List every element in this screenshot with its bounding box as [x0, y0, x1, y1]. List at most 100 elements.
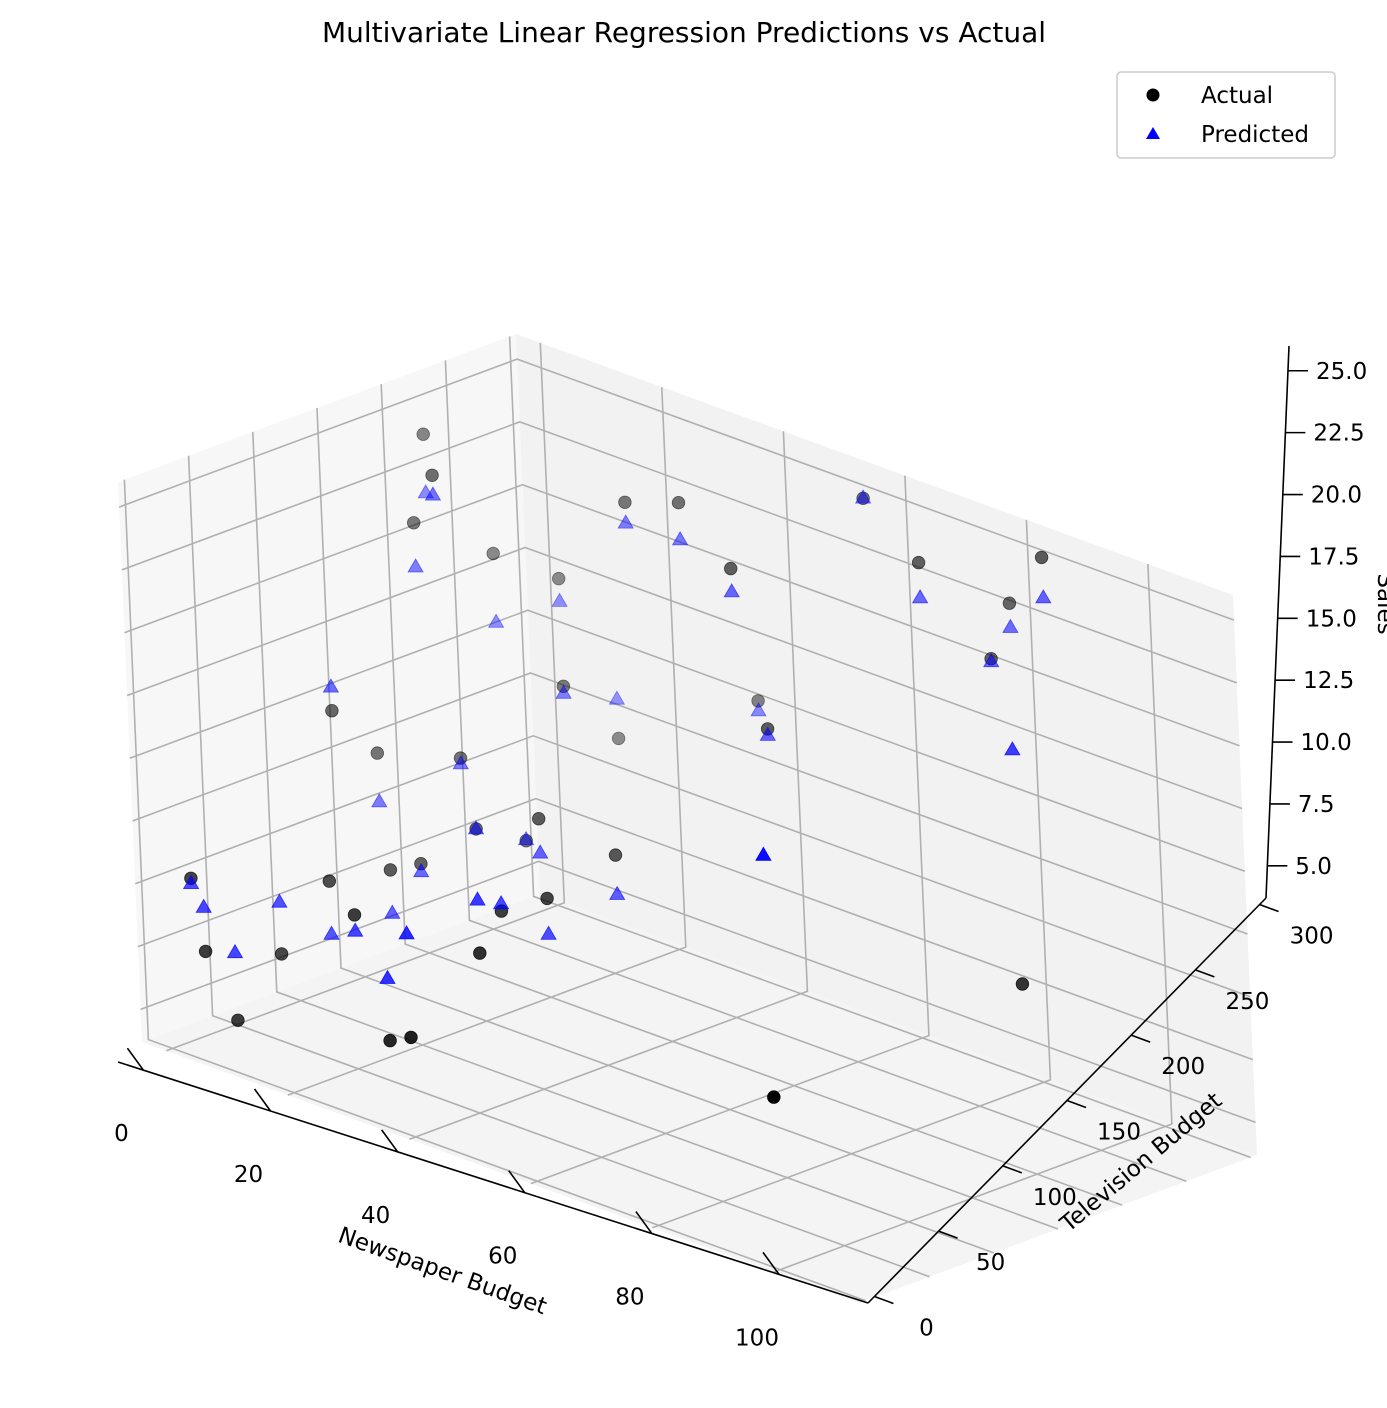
- x-axis-label: Newspaper Budget: [335, 1223, 550, 1321]
- point-predicted: [226, 943, 244, 959]
- point-actual: [1034, 550, 1049, 565]
- grid-line-x: [166, 342, 566, 1052]
- point-actual: [532, 812, 546, 826]
- point-predicted: [1002, 618, 1019, 633]
- point-predicted: [617, 514, 634, 529]
- y-tick-label: 200: [1161, 1054, 1205, 1080]
- y-tick-mark: [1130, 1034, 1151, 1043]
- point-predicted: [323, 925, 340, 940]
- point-actual: [383, 863, 398, 877]
- grid-line-y: [187, 455, 930, 1278]
- point-actual: [552, 571, 566, 586]
- legend-box: [1116, 71, 1336, 159]
- tick-labels: 0 20 40 60 80 100 0 50 100 150 200 250 300 5.0 7.5 10.0…: [114, 359, 1367, 1352]
- point-predicted: [195, 898, 212, 913]
- point-actual: [724, 561, 738, 576]
- point-actual: [1015, 977, 1030, 991]
- point-predicted: [182, 874, 200, 889]
- point-predicted: [469, 891, 486, 906]
- x-tick-label: 0: [114, 1121, 129, 1147]
- grid-line-y: [252, 431, 995, 1254]
- z-axis-label: Sales: [1372, 573, 1387, 634]
- y-tick-label: 50: [976, 1250, 1005, 1276]
- grid-line-x: [652, 519, 1052, 1229]
- y-tick-label: 0: [919, 1316, 934, 1342]
- grid-line-z: [121, 421, 1238, 684]
- y-tick-label: 300: [1290, 924, 1334, 950]
- point-predicted: [854, 489, 872, 504]
- point-predicted: [379, 969, 396, 984]
- point-actual: [751, 694, 765, 708]
- point-predicted: [755, 846, 772, 861]
- point-actual: [347, 908, 362, 922]
- point-predicted: [322, 678, 340, 693]
- legend-label-actual: Actual: [1201, 83, 1273, 109]
- point-actual: [198, 944, 213, 959]
- point-predicted: [750, 702, 767, 717]
- point-actual: [325, 704, 339, 718]
- point-actual: [671, 496, 686, 510]
- point-predicted: [487, 613, 505, 628]
- pane-back-y: [516, 334, 1257, 1155]
- axis-panes: [118, 334, 1257, 1303]
- grid-line-z: [132, 672, 1248, 935]
- point-actual: [370, 746, 385, 760]
- z-tick-label: 22.5: [1313, 421, 1364, 447]
- grid-line-z: [126, 546, 1243, 810]
- point-predicted: [911, 588, 929, 604]
- point-predicted: [467, 820, 485, 835]
- data-points: [182, 427, 1052, 1104]
- z-axis-line: [1265, 345, 1290, 899]
- point-predicted: [983, 652, 1000, 668]
- point-predicted: [413, 862, 430, 878]
- x-tick-label: 40: [361, 1203, 390, 1229]
- y-tick-mark: [938, 1230, 958, 1239]
- point-actual: [540, 891, 554, 906]
- grid-line-z: [140, 860, 1256, 1124]
- point-actual: [322, 874, 337, 888]
- point-predicted: [517, 830, 535, 846]
- y-tick-mark: [874, 1295, 894, 1305]
- grid-line-x: [530, 475, 930, 1185]
- point-predicted: [759, 726, 776, 741]
- point-actual: [1002, 596, 1017, 610]
- point-predicted: [371, 792, 388, 808]
- x-tick-mark: [126, 1047, 145, 1071]
- point-actual: [274, 947, 289, 961]
- grid-line-y: [444, 360, 1187, 1183]
- point-predicted: [1004, 741, 1021, 756]
- x-tick-mark: [508, 1170, 526, 1194]
- z-tick-label: 12.5: [1303, 668, 1354, 694]
- grid-line-z: [137, 797, 1254, 1061]
- z-tick-label: 17.5: [1308, 544, 1359, 570]
- z-tick-label: 15.0: [1306, 606, 1357, 632]
- y-tick-label: 250: [1225, 989, 1269, 1015]
- point-predicted: [723, 583, 740, 598]
- grid-line-z: [124, 483, 1240, 747]
- point-predicted: [608, 690, 626, 705]
- y-tick-mark: [1002, 1165, 1023, 1174]
- grid-line-y: [508, 336, 1251, 1159]
- x-tick-mark: [762, 1251, 780, 1275]
- point-actual: [608, 848, 623, 862]
- point-predicted: [271, 893, 288, 908]
- point-predicted: [555, 684, 572, 699]
- grid-line-x: [773, 563, 1173, 1273]
- grid-line-z: [118, 358, 1235, 621]
- y-tick-mark: [1066, 1099, 1087, 1109]
- grid-line-y: [380, 384, 1123, 1206]
- point-predicted: [532, 844, 549, 859]
- point-actual: [486, 546, 500, 561]
- z-tick-label: 10.0: [1301, 730, 1352, 756]
- x-tick-label: 20: [234, 1162, 263, 1188]
- x-tick-label: 80: [615, 1285, 644, 1311]
- z-tick-label: 7.5: [1298, 792, 1335, 818]
- point-actual: [404, 1030, 418, 1045]
- point-actual: [911, 555, 926, 570]
- point-predicted: [452, 755, 469, 770]
- y-tick-label: 150: [1097, 1120, 1141, 1146]
- point-predicted: [551, 592, 568, 607]
- point-actual: [473, 946, 487, 960]
- point-predicted: [1035, 589, 1052, 604]
